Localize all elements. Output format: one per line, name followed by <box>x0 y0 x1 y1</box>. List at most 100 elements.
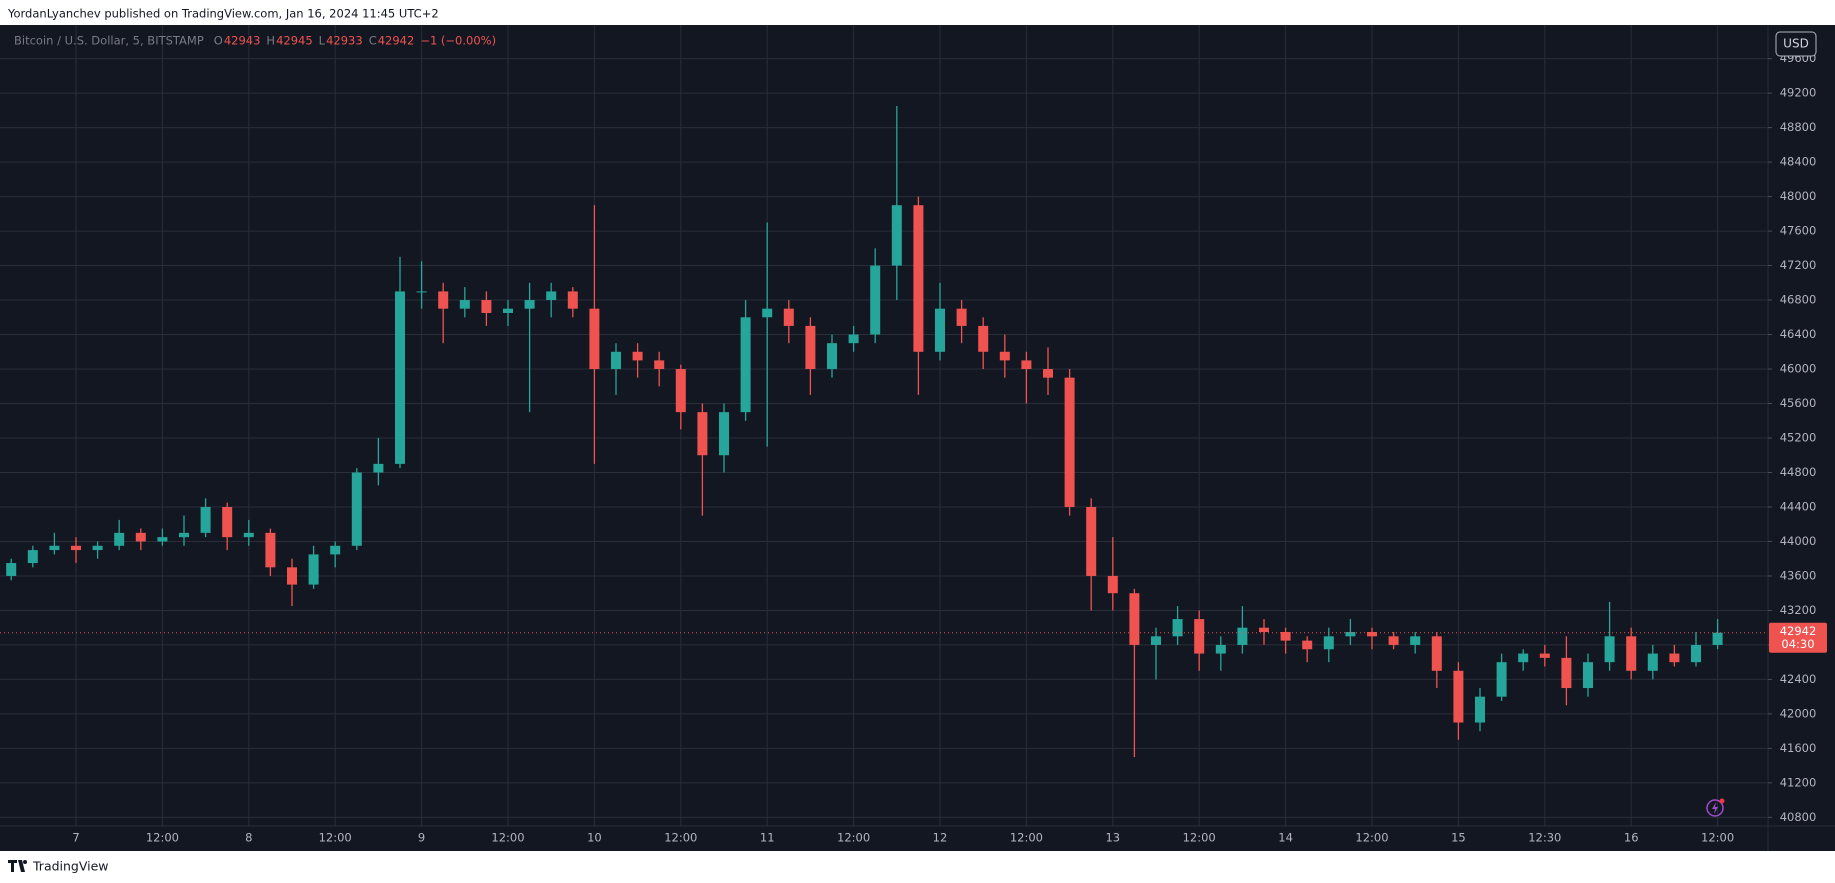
candle-body <box>265 532 276 568</box>
x-tick-label: 12:00 <box>664 831 697 845</box>
candle-body <box>243 532 254 538</box>
candle-body <box>546 291 557 301</box>
x-tick-label: 7 <box>72 831 79 845</box>
candle-body <box>1215 644 1226 654</box>
alert-icon[interactable] <box>1706 798 1725 817</box>
ohlc-key: O <box>214 34 223 48</box>
candle-body <box>762 308 773 318</box>
last-price-label: 42942 <box>1780 624 1817 638</box>
candle-body <box>92 545 103 551</box>
x-tick-label: 15 <box>1451 831 1466 845</box>
candle-body <box>611 351 621 370</box>
candle-body <box>1431 636 1442 671</box>
candle-body <box>1561 657 1572 689</box>
candle-body <box>27 550 38 564</box>
candle-body <box>1064 377 1075 507</box>
candle-body <box>1043 369 1053 378</box>
x-tick-label: 12:00 <box>146 831 179 845</box>
y-tick-label: 47200 <box>1780 258 1817 272</box>
candle-body <box>805 325 816 370</box>
candle-body <box>200 506 211 533</box>
candle-body <box>654 360 665 370</box>
candle-body <box>416 291 427 293</box>
alert-circle[interactable] <box>1706 799 1724 817</box>
currency-button-box[interactable] <box>1775 31 1817 57</box>
candle-body <box>524 300 535 309</box>
y-tick-label: 46000 <box>1780 362 1817 376</box>
candle-body <box>459 300 470 309</box>
candle-body <box>1323 636 1334 650</box>
candle-body <box>1410 636 1421 645</box>
candle-body <box>157 537 168 542</box>
x-tick-label: 13 <box>1105 831 1120 845</box>
x-tick-label: 12:00 <box>1355 831 1388 845</box>
candle-body <box>1194 619 1205 654</box>
currency-button-label[interactable]: USD <box>1783 37 1809 51</box>
candle-body <box>1237 627 1248 645</box>
candle-body <box>287 567 297 585</box>
candle-body <box>675 369 686 413</box>
candle-body <box>1302 640 1313 650</box>
x-tick-label: 12 <box>933 831 948 845</box>
x-tick-label: 9 <box>418 831 425 845</box>
price-change: −1 (−0.00%) <box>420 34 496 48</box>
ohlc-key: L <box>319 34 326 48</box>
candle-body <box>1129 593 1140 645</box>
candle-body <box>330 545 341 555</box>
y-tick-label: 44800 <box>1780 465 1817 479</box>
ohlc-value: 42933 <box>326 34 363 48</box>
brand-logo-dot <box>23 860 27 864</box>
candle-body <box>114 532 125 546</box>
candle-body <box>1539 653 1550 658</box>
candle-body <box>1712 632 1723 645</box>
candle-body <box>848 334 859 344</box>
x-tick-label: 16 <box>1624 831 1639 845</box>
footer: TradingView <box>8 859 109 874</box>
y-tick-label: 45200 <box>1780 431 1817 445</box>
x-tick-label: 10 <box>587 831 602 845</box>
x-tick-label: 12:00 <box>491 831 524 845</box>
candle-body <box>373 463 384 473</box>
y-tick-label: 48800 <box>1780 120 1817 134</box>
y-tick-label: 43200 <box>1780 603 1817 617</box>
candle-body <box>719 412 729 456</box>
y-tick-label: 47600 <box>1780 224 1817 238</box>
y-tick-label: 42000 <box>1780 706 1817 720</box>
candle-body <box>1172 619 1183 637</box>
candle-body <box>6 563 17 576</box>
last-price-tag <box>1769 622 1827 653</box>
candle-body <box>1626 636 1637 671</box>
currency-button[interactable]: USD <box>1775 31 1817 57</box>
y-tick-label: 46800 <box>1780 293 1817 307</box>
legend: Bitcoin / U.S. Dollar, 5, BITSTAMP O 4294… <box>14 34 496 48</box>
x-tick-label: 8 <box>245 831 252 845</box>
candle-body <box>632 351 643 361</box>
y-tick-label: 41600 <box>1780 741 1817 755</box>
y-tick-label: 44000 <box>1780 534 1817 548</box>
candle-body <box>135 532 146 542</box>
candle-body <box>870 265 881 335</box>
candle-body <box>438 291 449 309</box>
x-tick-label: 14 <box>1278 831 1293 845</box>
x-tick-label: 12:00 <box>837 831 870 845</box>
ohlc-value: 42943 <box>224 34 261 48</box>
candle-body <box>1518 653 1529 663</box>
candle-body <box>49 545 60 551</box>
ohlc-key: H <box>266 34 275 48</box>
ohlc-value: 42945 <box>276 34 313 48</box>
y-tick-label: 40800 <box>1780 810 1817 824</box>
candle-body <box>783 308 794 326</box>
candle-body <box>1604 636 1615 663</box>
candle-body <box>503 308 513 313</box>
candle-body <box>827 343 837 370</box>
candle-body <box>1691 644 1701 663</box>
symbol: Bitcoin / U.S. Dollar, 5, BITSTAMP <box>14 34 204 48</box>
x-tick-label: 12:00 <box>1183 831 1216 845</box>
brand-logo <box>8 860 25 872</box>
candle-body <box>308 554 319 585</box>
y-tick-label: 49200 <box>1780 86 1817 100</box>
candle-body <box>1021 360 1032 370</box>
candle-body <box>1583 662 1593 689</box>
